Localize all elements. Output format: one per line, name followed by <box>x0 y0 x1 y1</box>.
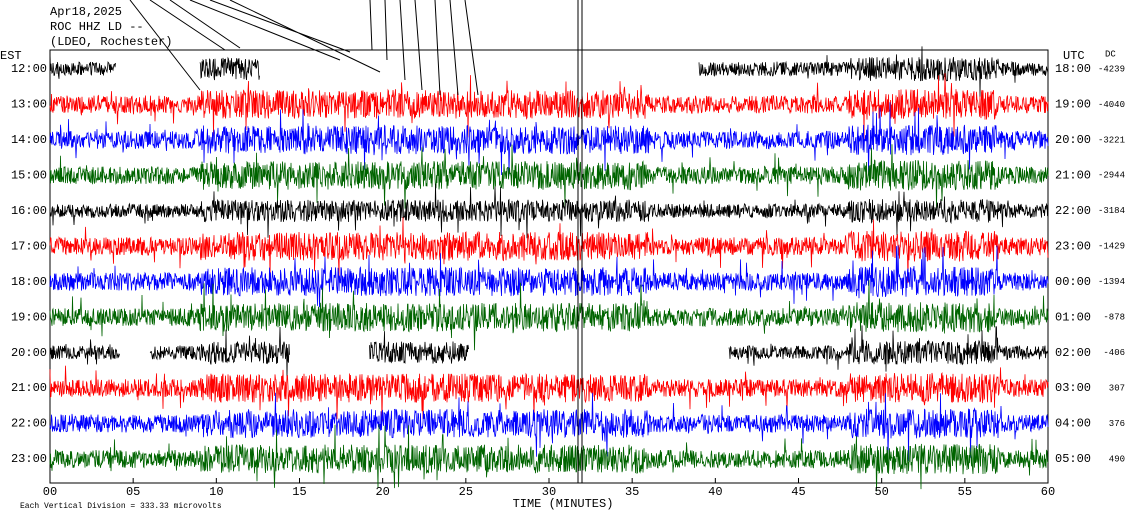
trace <box>49 183 1049 239</box>
utc-time-label: 22:00 <box>1055 204 1091 218</box>
x-tick-label: 20 <box>375 485 389 499</box>
trace <box>49 392 1049 462</box>
x-tick-label: 60 <box>1041 485 1055 499</box>
dc-offset: -878 <box>1103 313 1125 323</box>
x-tick-label: 55 <box>958 485 972 499</box>
x-tick-label: 50 <box>874 485 888 499</box>
dc-offset: -1394 <box>1098 277 1125 287</box>
x-tick-label: 10 <box>209 485 223 499</box>
dc-offset: -3184 <box>1098 206 1125 216</box>
trace <box>49 144 1049 209</box>
trace <box>49 102 1049 176</box>
local-time-label: 16:00 <box>11 204 47 218</box>
trace <box>49 325 1049 378</box>
dc-offset: 307 <box>1109 383 1125 393</box>
x-tick-label: 45 <box>791 485 805 499</box>
utc-time-label: 04:00 <box>1055 417 1091 431</box>
utc-time-label: 18:00 <box>1055 62 1091 76</box>
x-axis-label: TIME (MINUTES) <box>513 497 614 511</box>
dc-offset: -4040 <box>1098 100 1125 110</box>
utc-time-label: 21:00 <box>1055 169 1091 183</box>
x-tick-label: 00 <box>43 485 57 499</box>
x-tick-label: 30 <box>542 485 556 499</box>
trace <box>49 245 1049 308</box>
utc-time-label: 01:00 <box>1055 310 1091 324</box>
trace <box>49 46 1049 98</box>
dc-label: DC <box>1105 49 1116 59</box>
trace <box>49 365 1049 422</box>
local-time-label: 20:00 <box>11 346 47 360</box>
utc-time-label: 00:00 <box>1055 275 1091 289</box>
utc-time-label: 20:00 <box>1055 133 1091 147</box>
local-time-label: 15:00 <box>11 169 47 183</box>
local-time-label: 19:00 <box>11 310 47 324</box>
utc-time-label: 03:00 <box>1055 381 1091 395</box>
local-time-label: 17:00 <box>11 239 47 253</box>
local-time-label: 22:00 <box>11 417 47 431</box>
utc-time-label: 19:00 <box>1055 98 1091 112</box>
title-line: Apr18,2025 <box>50 5 122 19</box>
dc-offset: -3221 <box>1098 135 1125 145</box>
dc-offset: -2944 <box>1098 171 1125 181</box>
footer: Each Vertical Division = 333.33 microvol… <box>20 502 222 511</box>
dc-offset: 490 <box>1109 454 1125 464</box>
traces <box>49 46 1049 492</box>
x-tick-label: 35 <box>625 485 639 499</box>
trace <box>49 217 1049 283</box>
title-line: (LDEO, Rochester) <box>50 35 172 49</box>
local-time-label: 14:00 <box>11 133 47 147</box>
trace <box>49 424 1049 492</box>
dc-offset: -1429 <box>1098 242 1125 252</box>
x-tick-label: 25 <box>459 485 473 499</box>
right-axis-label: UTC <box>1063 49 1085 63</box>
utc-time-label: 23:00 <box>1055 239 1091 253</box>
trace <box>49 280 1049 351</box>
x-tick-label: 15 <box>292 485 306 499</box>
local-time-label: 23:00 <box>11 452 47 466</box>
utc-time-label: 05:00 <box>1055 452 1091 466</box>
dc-offset: -406 <box>1103 348 1125 358</box>
trace <box>49 73 1049 140</box>
title-line: ROC HHZ LD -- <box>50 20 144 34</box>
local-time-label: 18:00 <box>11 275 47 289</box>
x-tick-label: 40 <box>708 485 722 499</box>
left-axis-label: EST <box>0 49 22 63</box>
leader-lines <box>129 0 479 96</box>
dc-offset: -4239 <box>1098 64 1125 74</box>
local-time-label: 12:00 <box>11 62 47 76</box>
dc-offset: 376 <box>1109 419 1125 429</box>
local-time-label: 13:00 <box>11 98 47 112</box>
utc-time-label: 02:00 <box>1055 346 1091 360</box>
x-tick-label: 05 <box>126 485 140 499</box>
local-time-label: 21:00 <box>11 381 47 395</box>
